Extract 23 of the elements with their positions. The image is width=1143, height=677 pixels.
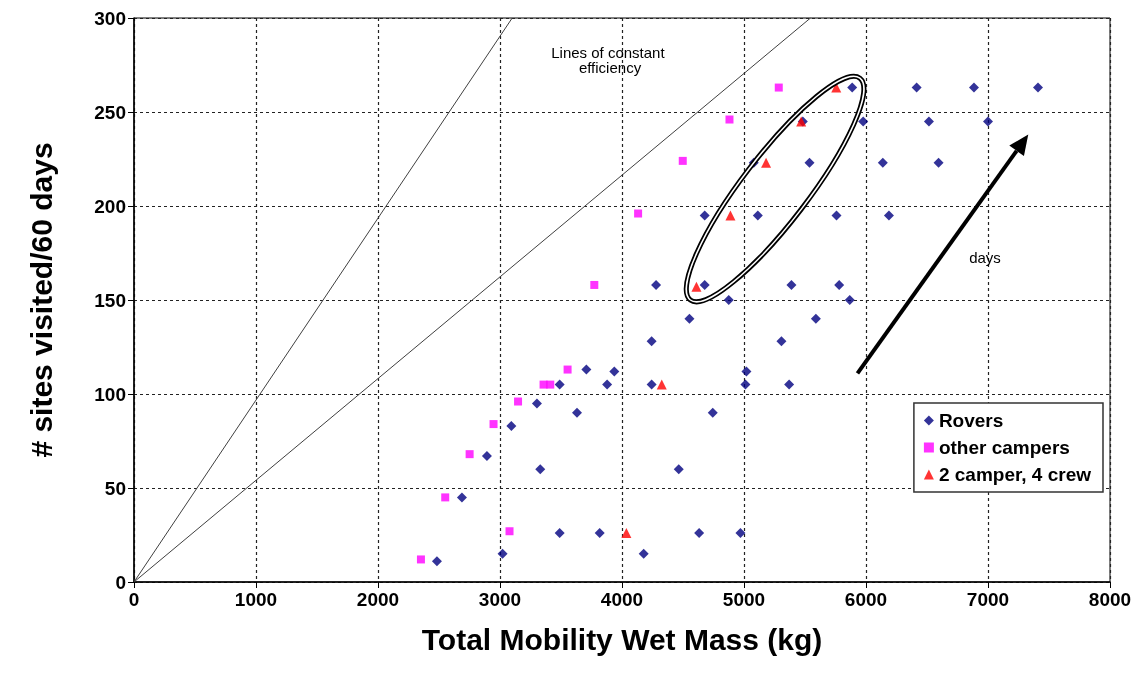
x-tick-label: 6000 [844,589,888,610]
annotation: days [969,248,1001,266]
legend-label: Rovers [938,410,1004,431]
annotation: Lines of constant efficiency [551,44,669,76]
y-axis-title: # sites visited/60 days [24,142,58,458]
x-tick-label: 4000 [600,589,644,610]
y-tick-label: 100 [94,383,126,405]
x-axis-title: Total Mobility Wet Mass (kg) [421,622,823,656]
y-tick-label: 300 [94,7,126,29]
x-tick-label: 8000 [1088,589,1132,610]
legend-label: other campers [938,437,1070,458]
y-tick-label: 50 [104,477,126,499]
x-tick-label: 2000 [356,589,400,610]
y-tick-label: 200 [94,195,126,217]
x-tick-label: 3000 [478,589,522,610]
x-tick-label: 7000 [966,589,1010,610]
y-tick-label: 150 [94,289,126,311]
x-tick-label: 5000 [722,589,766,610]
legend-label: 2 camper, 4 crew [938,464,1092,485]
x-tick-label: 1000 [234,589,278,610]
y-tick-label: 250 [94,101,126,123]
y-tick-label: 0 [115,571,126,593]
x-tick-label: 0 [128,589,140,610]
